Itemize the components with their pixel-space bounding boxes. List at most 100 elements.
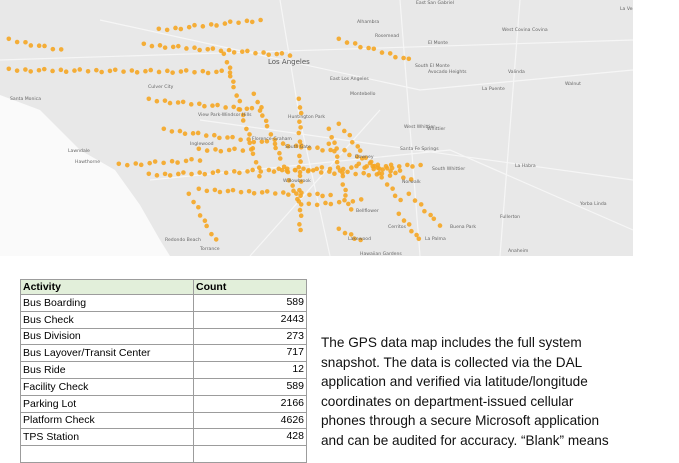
- map-label: East San Gabriel: [416, 0, 454, 6]
- gps-point: [326, 126, 332, 132]
- page: {"map": {"labels": ["Los Angeles", "Alha…: [0, 0, 633, 463]
- gps-point: [297, 173, 303, 179]
- gps-point: [334, 159, 340, 165]
- gps-point: [230, 187, 236, 193]
- gps-point: [250, 167, 255, 173]
- gps-point: [314, 166, 320, 172]
- map-label: Santa Monica: [10, 96, 41, 102]
- table-cell: 589: [193, 377, 307, 396]
- gps-point: [183, 158, 189, 164]
- gps-point: [263, 118, 269, 124]
- gps-point: [371, 46, 377, 52]
- gps-point: [251, 191, 257, 196]
- gps-point: [281, 190, 286, 195]
- gps-point: [437, 223, 443, 228]
- gps-point: [186, 191, 192, 197]
- gps-point: [377, 166, 382, 171]
- map-label: Lakewood: [348, 236, 371, 242]
- gps-point: [246, 188, 252, 194]
- gps-point: [189, 156, 194, 162]
- gps-point: [336, 36, 342, 42]
- map-label: View Park-Windsor Hills: [198, 112, 252, 118]
- map-label: Fullerton: [500, 214, 520, 220]
- gps-point: [277, 156, 283, 161]
- gps-map: Los Angeles Alhambra Rosemead El Monte Monte…: [0, 0, 633, 256]
- gps-point: [134, 70, 140, 75]
- map-label: Walnut: [565, 81, 581, 87]
- gps-point: [334, 146, 339, 151]
- gps-point: [258, 169, 264, 174]
- gps-point: [431, 216, 437, 222]
- gps-point: [237, 170, 242, 176]
- gps-point: [296, 96, 302, 102]
- gps-point: [310, 168, 316, 173]
- gps-point: [204, 223, 209, 229]
- gps-point: [238, 189, 244, 195]
- gps-point: [36, 67, 42, 73]
- gps-point: [340, 170, 345, 176]
- gps-point: [112, 67, 118, 73]
- gps-point: [184, 46, 189, 51]
- table-cell: Bus Check: [20, 310, 194, 329]
- gps-point: [244, 106, 250, 112]
- gps-point: [314, 202, 320, 208]
- gps-point: [397, 168, 403, 173]
- gps-point: [406, 56, 412, 62]
- gps-point: [202, 103, 207, 109]
- gps-point: [405, 162, 410, 168]
- map-label: Hawaiian Gardens: [360, 251, 402, 256]
- gps-point: [203, 133, 209, 138]
- gps-point: [359, 156, 365, 161]
- gps-point: [328, 147, 333, 153]
- header-cell: Count: [193, 279, 307, 295]
- gps-point: [58, 47, 64, 52]
- gps-point: [307, 145, 312, 151]
- gps-point: [361, 170, 367, 176]
- map-label: West Whittier: [404, 124, 435, 130]
- header-cell: Activity: [20, 279, 194, 295]
- gps-point: [323, 200, 328, 206]
- gps-point: [182, 131, 188, 136]
- gps-point: [298, 227, 303, 233]
- gps-point: [162, 98, 168, 103]
- gps-point: [154, 173, 160, 178]
- gps-point: [305, 168, 311, 174]
- gps-point: [195, 130, 201, 136]
- table-row: Platform Check 4626: [20, 411, 307, 430]
- gps-point: [343, 193, 348, 198]
- gps-point: [290, 183, 295, 188]
- gps-point: [239, 49, 245, 54]
- gps-point: [428, 212, 433, 218]
- gps-point: [226, 147, 232, 153]
- map-label: Valinda: [508, 69, 525, 75]
- gps-point: [178, 69, 184, 74]
- gps-point: [347, 152, 352, 158]
- gps-point: [28, 43, 34, 48]
- gps-point: [124, 162, 130, 168]
- gps-point: [284, 168, 290, 174]
- gps-point: [298, 144, 304, 150]
- gps-point: [374, 172, 380, 177]
- gps-point: [396, 164, 402, 169]
- gps-point: [205, 46, 211, 52]
- gps-point: [298, 159, 303, 164]
- gps-point: [315, 191, 320, 197]
- map-label: Anaheim: [508, 248, 529, 254]
- gps-point: [329, 134, 334, 140]
- gps-point: [222, 21, 228, 26]
- gps-point: [332, 171, 337, 176]
- gps-point: [215, 168, 221, 174]
- gps-point: [143, 68, 148, 74]
- gps-point: [234, 93, 239, 98]
- table-row: Bus Layover/Transit Center 717: [20, 344, 307, 363]
- map-label: Inglewood: [190, 141, 214, 147]
- gps-point: [358, 197, 364, 202]
- ocean: [0, 95, 170, 256]
- description: The GPS data map includes the full syste…: [321, 333, 609, 450]
- gps-point: [164, 27, 170, 33]
- gps-point: [298, 193, 303, 199]
- gps-point: [212, 187, 218, 193]
- gps-point: [379, 175, 384, 180]
- gps-point: [279, 51, 285, 56]
- gps-point: [116, 161, 122, 167]
